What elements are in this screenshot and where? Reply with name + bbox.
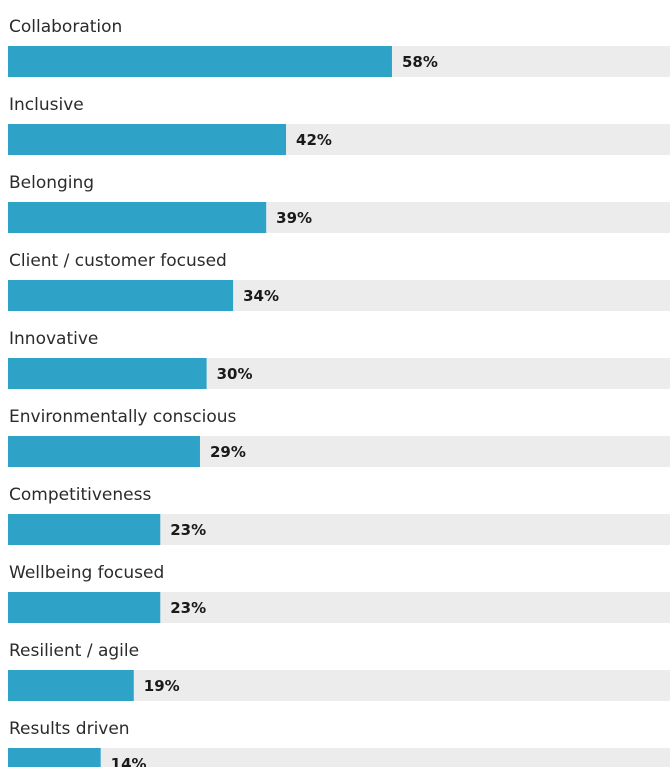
category-label: Results driven	[9, 719, 130, 739]
value-label: 23%	[170, 521, 206, 539]
value-label: 29%	[210, 443, 246, 461]
value-label: 42%	[296, 131, 332, 149]
category-label: Resilient / agile	[9, 641, 139, 661]
bar	[8, 670, 134, 701]
value-label: 23%	[170, 599, 206, 617]
value-label: 34%	[243, 287, 279, 305]
category-label: Innovative	[9, 329, 98, 349]
category-label: Environmentally conscious	[9, 407, 237, 427]
category-label: Inclusive	[9, 95, 84, 115]
category-label: Collaboration	[9, 17, 122, 37]
bar	[8, 280, 234, 311]
category-label: Client / customer focused	[9, 251, 227, 271]
value-label: 19%	[144, 677, 180, 695]
category-label: Belonging	[9, 173, 94, 193]
bar	[8, 514, 161, 545]
value-label: 14%	[111, 755, 147, 767]
value-label: 39%	[276, 209, 312, 227]
bar	[8, 358, 207, 389]
value-label: 58%	[402, 53, 438, 71]
bar-track	[8, 748, 670, 767]
bar	[8, 592, 161, 623]
bar	[8, 202, 267, 233]
category-label: Wellbeing focused	[9, 563, 164, 583]
bar	[8, 124, 287, 155]
bar	[8, 436, 200, 467]
category-label: Competitiveness	[9, 485, 151, 505]
bar	[8, 748, 101, 767]
bar	[8, 46, 392, 77]
value-label: 30%	[217, 365, 253, 383]
